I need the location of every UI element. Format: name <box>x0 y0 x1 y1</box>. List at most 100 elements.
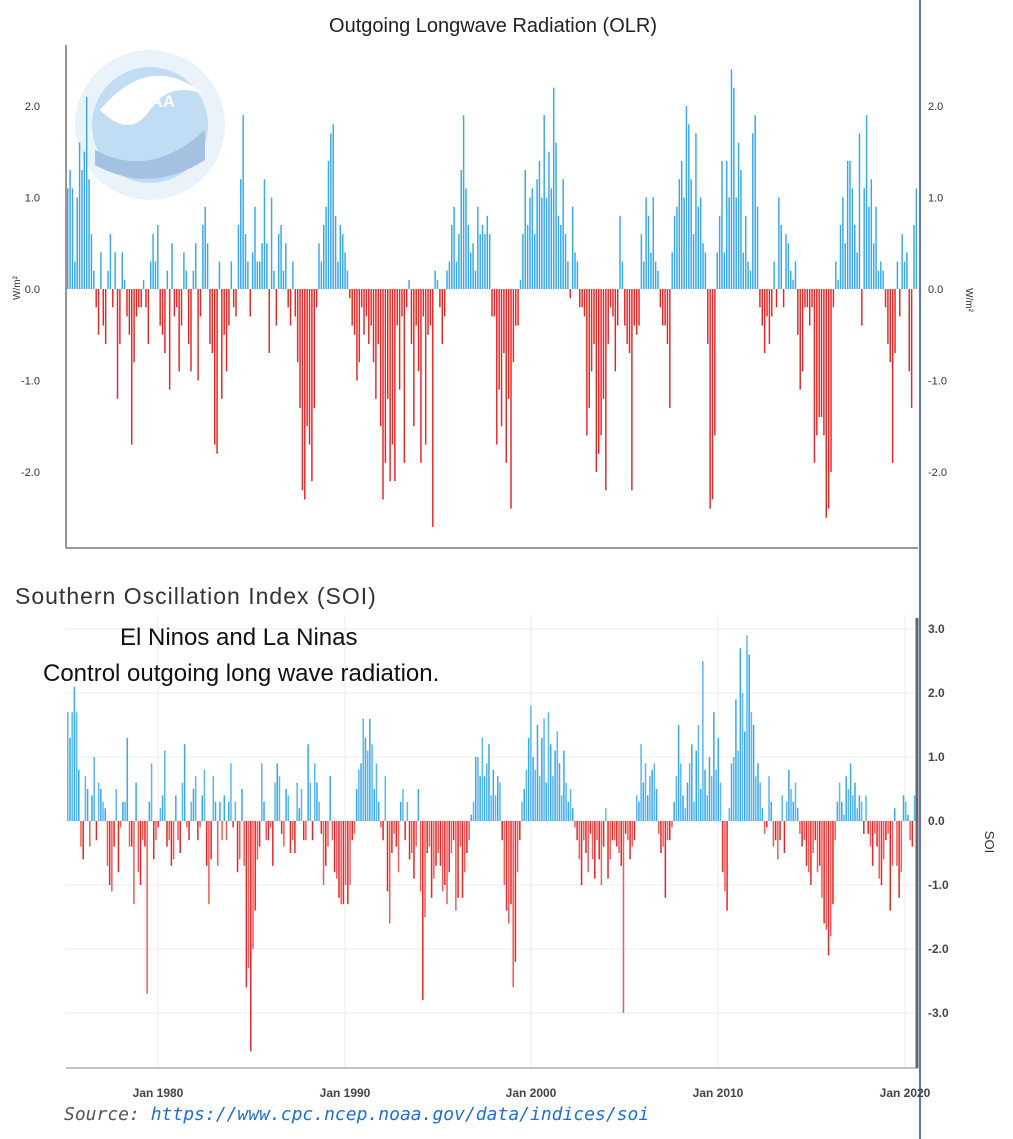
olr-bar <box>116 289 119 399</box>
soi-bar <box>834 821 836 841</box>
soi-bar <box>852 795 854 821</box>
olr-bar <box>744 215 747 289</box>
olr-bar <box>273 270 275 289</box>
soi-bar <box>673 801 675 821</box>
olr-bar <box>868 206 870 289</box>
soi-bar <box>307 744 309 821</box>
olr-bar <box>301 289 304 491</box>
soi-bar <box>455 821 457 911</box>
soi-bar <box>95 821 98 841</box>
olr-bar <box>680 160 683 289</box>
olr-bar <box>420 289 422 463</box>
soi-bar <box>766 821 768 828</box>
olr-bar <box>166 270 169 289</box>
olr-left-axis: 2.0 1.0 0.0 -1.0 -2.0 <box>21 101 40 479</box>
olr-bar <box>71 188 74 289</box>
soi-bar <box>569 789 572 821</box>
soi-bar <box>106 821 109 866</box>
soi-bar <box>382 821 384 841</box>
olr-bar <box>512 289 515 363</box>
olr-bar <box>607 289 609 344</box>
soi-bar <box>285 789 287 821</box>
olr-ytick-left: 0.0 <box>25 284 40 296</box>
soi-bar <box>415 821 417 847</box>
soi-bar <box>854 782 856 821</box>
soi-bar <box>386 821 389 892</box>
soi-bar <box>488 744 490 821</box>
soi-bar <box>686 782 689 821</box>
soi-bar <box>900 821 903 873</box>
olr-bar <box>351 289 353 326</box>
olr-bar <box>707 289 709 344</box>
soi-bar <box>283 821 285 847</box>
olr-bar <box>799 289 801 390</box>
soi-bar <box>770 801 772 821</box>
olr-bar <box>901 234 903 289</box>
olr-ytick-right: 2.0 <box>928 101 943 113</box>
soi-bar <box>812 821 814 853</box>
soi-bar <box>448 821 451 873</box>
soi-bar <box>221 821 223 841</box>
olr-bar <box>619 215 621 289</box>
soi-bar <box>73 686 76 821</box>
olr-bar <box>133 289 135 363</box>
olr-bar <box>152 234 154 289</box>
soi-bar <box>291 821 294 841</box>
olr-bar <box>704 252 707 289</box>
olr-bar <box>304 289 306 500</box>
soi-bar <box>814 821 817 841</box>
soi-ytick: 1.0 <box>928 750 945 764</box>
olr-bar <box>740 170 742 289</box>
soi-bar <box>485 763 488 821</box>
olr-bar <box>588 289 590 408</box>
olr-bar <box>486 215 489 289</box>
olr-bar <box>360 289 363 308</box>
olr-bar <box>583 289 586 317</box>
olr-bar <box>666 289 669 344</box>
soi-bar <box>470 814 473 821</box>
olr-bar <box>562 179 564 289</box>
soi-bar <box>437 821 439 853</box>
olr-bar <box>597 289 600 454</box>
soi-bar <box>69 737 71 821</box>
soi-bar <box>435 821 437 866</box>
olr-bar <box>640 234 643 289</box>
soi-bar <box>627 821 629 841</box>
source-link[interactable]: https://www.cpc.ncep.noaa.gov/data/indic… <box>150 1104 650 1125</box>
olr-bar <box>479 234 481 289</box>
olr-bar <box>372 289 375 363</box>
olr-bar <box>460 170 462 289</box>
soi-bar <box>261 763 263 821</box>
soi-bar <box>210 821 212 860</box>
soi-bar <box>388 821 391 924</box>
olr-bar <box>173 289 176 317</box>
olr-bar <box>507 289 510 399</box>
soi-ytick: 2.0 <box>928 686 945 700</box>
olr-bar <box>488 234 491 289</box>
soi-bar <box>316 782 318 821</box>
olr-bar <box>254 206 256 289</box>
olr-bar <box>688 124 690 289</box>
olr-bar <box>510 289 512 509</box>
soi-bar <box>446 821 448 905</box>
olr-bar <box>891 289 894 463</box>
olr-bar <box>237 224 240 289</box>
olr-bar <box>109 234 112 289</box>
olr-bar <box>112 289 114 308</box>
soi-bar <box>618 821 620 853</box>
soi-title: Southern Oscillation Index (SOI) <box>15 583 377 609</box>
olr-bar <box>725 160 728 289</box>
olr-bar <box>766 289 768 317</box>
olr-bar <box>531 188 534 289</box>
olr-bar <box>723 252 726 289</box>
olr-bar <box>771 289 773 317</box>
olr-bar <box>190 289 192 372</box>
olr-bar <box>602 289 605 399</box>
olr-bar <box>311 289 313 482</box>
soi-bar <box>336 821 338 879</box>
soi-bar <box>294 821 296 853</box>
soi-bar <box>803 821 806 841</box>
soi-bar <box>600 821 603 885</box>
soi-bar <box>843 814 845 821</box>
olr-bar <box>709 289 711 509</box>
